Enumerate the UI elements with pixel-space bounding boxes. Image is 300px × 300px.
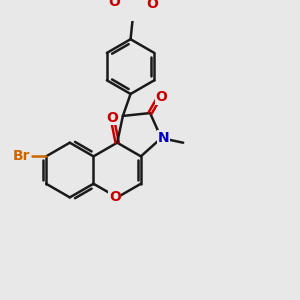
Text: O: O <box>155 90 167 104</box>
Text: O: O <box>108 0 120 9</box>
Text: O: O <box>107 110 118 124</box>
Text: Br: Br <box>13 149 30 164</box>
Text: O: O <box>146 0 158 11</box>
Text: N: N <box>158 131 170 145</box>
Text: O: O <box>109 190 121 204</box>
